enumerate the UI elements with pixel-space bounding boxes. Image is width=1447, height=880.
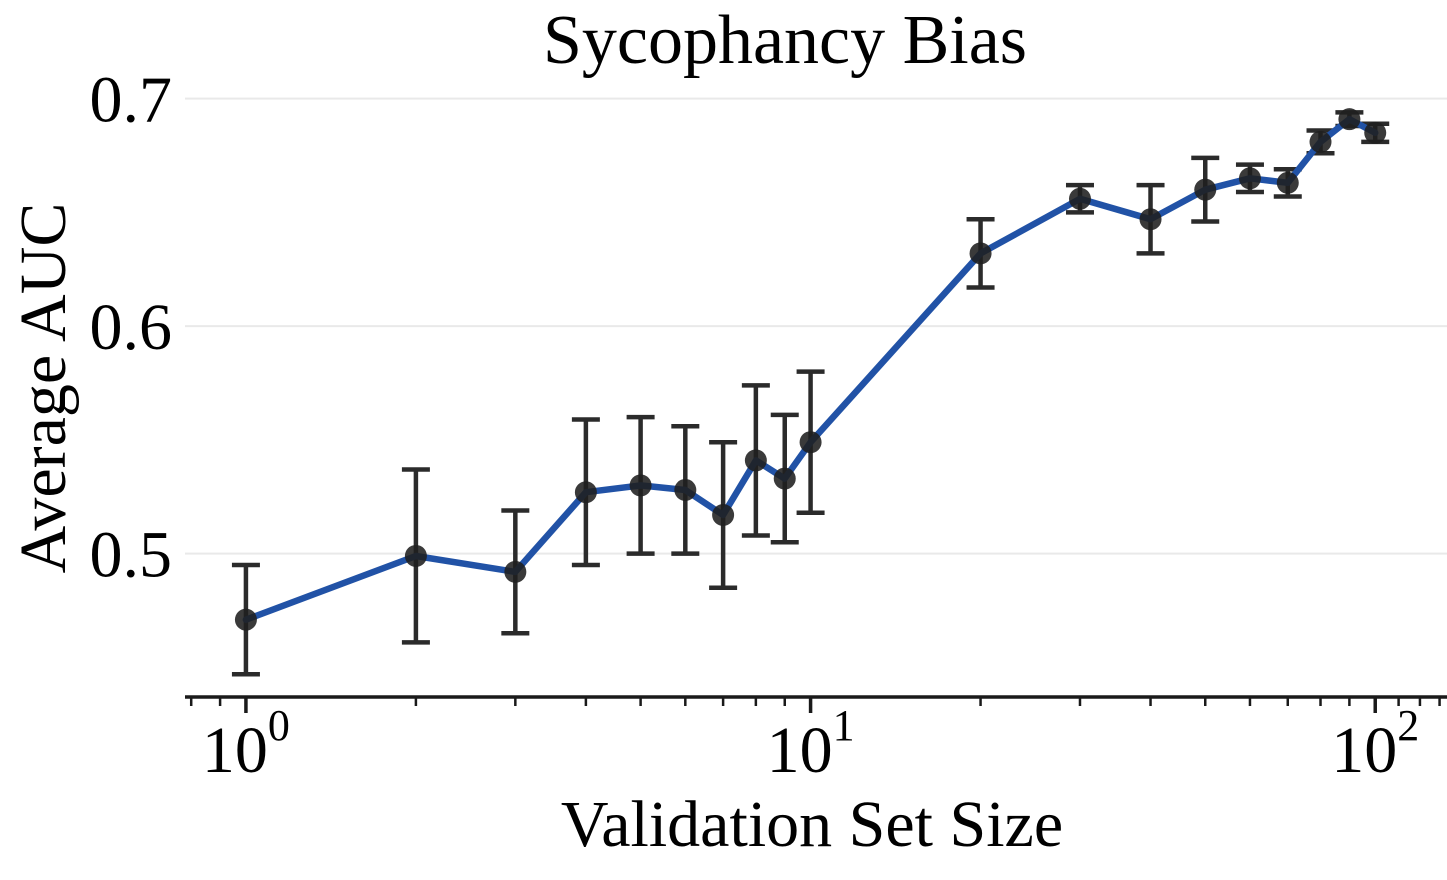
x-tick-label-10e1: 101 [767,701,855,787]
x-axis [185,695,1447,713]
y-tick-label-0.6: 0.6 [90,291,173,364]
gridlines [185,97,1447,555]
error-bars [231,110,1390,677]
y-tick-labels: 0.5 0.6 0.7 [90,64,173,592]
chart-title: Sycophancy Bias [542,2,1028,79]
x-axis-label: Validation Set Size [560,788,1064,861]
x-tick-labels: 100 101 102 [202,701,1419,787]
y-tick-label-0.7: 0.7 [90,64,173,137]
y-axis-label: Average AUC [7,202,80,574]
x-tick-label-10e2: 102 [1331,701,1419,787]
y-tick-label-0.5: 0.5 [90,519,173,592]
data-markers [234,108,1387,631]
x-tick-label-10e0: 100 [202,701,290,787]
